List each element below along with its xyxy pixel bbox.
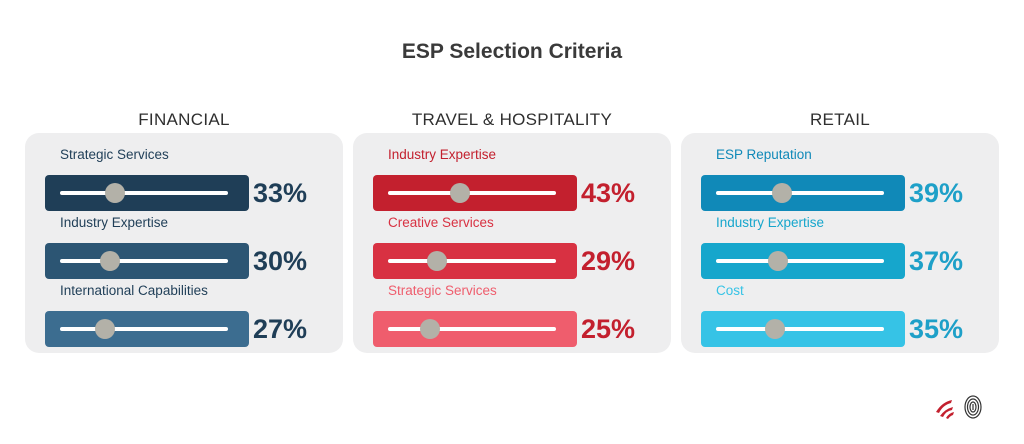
percent-label: 25% xyxy=(581,314,636,344)
criteria-row: Strategic Services 33% xyxy=(45,147,345,211)
criteria-label: ESP Reputation xyxy=(716,147,812,162)
percent-label: 35% xyxy=(909,314,964,344)
group-card: Strategic Services 33% Industry Expertise 3… xyxy=(25,133,343,353)
slider-track xyxy=(716,327,884,331)
bar-mark xyxy=(373,175,577,211)
value-knob xyxy=(771,183,792,203)
bar-mark xyxy=(701,175,905,211)
criteria-row: Creative Services 29% xyxy=(373,215,673,279)
criteria-row: International Capabilities 27% xyxy=(45,283,345,347)
percent-label: 27% xyxy=(253,314,308,344)
value-knob xyxy=(768,251,789,271)
percent-label: 39% xyxy=(909,178,964,208)
criteria-row: ESP Reputation 39% xyxy=(701,147,1001,211)
fingerprint-icon xyxy=(964,395,982,419)
value-knob xyxy=(764,319,785,339)
bar-mark xyxy=(45,243,249,279)
value-knob xyxy=(100,251,121,271)
criteria-label: Industry Expertise xyxy=(60,215,169,230)
value-knob xyxy=(420,319,440,339)
criteria-label: Industry Expertise xyxy=(388,147,497,162)
percent-label: 43% xyxy=(581,178,636,208)
criteria-label: Cost xyxy=(716,283,744,298)
value-knob xyxy=(450,183,471,203)
slider-track xyxy=(60,327,228,331)
slider-track xyxy=(60,259,228,263)
bar-mark xyxy=(373,243,577,279)
slider-track xyxy=(388,259,556,263)
value-knob xyxy=(95,319,116,339)
bar-mark xyxy=(45,311,249,347)
criteria-row: Strategic Services 25% xyxy=(373,283,673,347)
criteria-row: Industry Expertise 30% xyxy=(45,215,345,279)
brand-logos xyxy=(936,395,982,419)
slider-track xyxy=(388,191,556,195)
value-knob xyxy=(105,183,126,203)
criteria-row: Industry Expertise 37% xyxy=(701,215,1001,279)
percent-label: 33% xyxy=(253,178,308,208)
group-heading: RETAIL xyxy=(809,110,871,129)
criteria-label: Strategic Services xyxy=(60,147,169,162)
red-brand-icon xyxy=(936,400,954,419)
chart-title: ESP Selection Criteria xyxy=(401,40,623,63)
criteria-row: Industry Expertise 43% xyxy=(373,147,673,211)
slider-track xyxy=(716,191,884,195)
group-card: Industry Expertise 43% Creative Services 29… xyxy=(353,133,671,353)
slider-track xyxy=(388,327,556,331)
group-heading: TRAVEL & HOSPITALITY xyxy=(411,110,613,129)
criteria-label: International Capabilities xyxy=(60,283,208,298)
percent-label: 30% xyxy=(253,246,308,276)
group-heading: FINANCIAL xyxy=(138,110,230,129)
bar-mark xyxy=(373,311,577,347)
percent-label: 37% xyxy=(909,246,964,276)
percent-label: 29% xyxy=(581,246,636,276)
criteria-label: Industry Expertise xyxy=(716,215,825,230)
criteria-row: Cost 35% xyxy=(701,283,1001,347)
bar-mark xyxy=(701,311,905,347)
bar-mark xyxy=(45,175,249,211)
value-knob xyxy=(426,251,447,271)
criteria-label: Creative Services xyxy=(388,215,494,230)
slider-track xyxy=(716,259,884,263)
bar-mark xyxy=(701,243,905,279)
slider-track xyxy=(60,191,228,195)
group-card: ESP Reputation 39% Industry Expertise 37% Co… xyxy=(681,133,999,353)
criteria-label: Strategic Services xyxy=(388,283,497,298)
